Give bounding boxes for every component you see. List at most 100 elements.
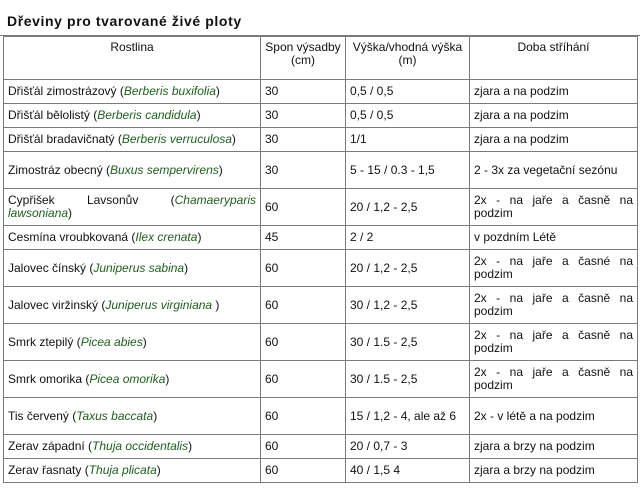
trimming-cell: zjara a na podzim <box>469 103 638 128</box>
height-cell: 20 / 0,7 - 3 <box>345 434 470 459</box>
plant-name-cell: Cypřišek Lavsonův (Chamaeryparis lawsoni… <box>3 188 261 226</box>
name-closing: ) <box>153 408 158 423</box>
height-cell: 30 / 1,2 - 2,5 <box>345 286 470 324</box>
name-closing: ) <box>231 132 236 146</box>
plant-name-cell: Jalovec viržinský (Juniperus virginiana … <box>3 286 261 324</box>
plant-name-cell: Cesmína vroubkovaná (Ilex crenata) <box>3 225 261 250</box>
table-row: Zerav západní (Thuja occidentalis) 60 20 /… <box>3 434 638 459</box>
spacing-cell: 60 <box>260 360 346 398</box>
name-closing: ) <box>68 206 73 220</box>
table-row: Dřišťál zimostrázový (Berberis buxifolia… <box>3 79 638 104</box>
height-cell: 1/1 <box>345 127 470 152</box>
spacing-cell: 30 <box>260 151 346 189</box>
name-closing: ) <box>218 162 223 177</box>
plant-name-cell: Jalovec čínský (Juniperus sabina) <box>3 249 261 287</box>
name-closing: ) <box>184 260 189 275</box>
latin-name: Berberis verruculosa <box>121 132 232 146</box>
plant-name-cell: Dřišťál bradavičnatý (Berberis verruculo… <box>3 127 261 152</box>
common-name: Smrk omorika ( <box>8 371 90 386</box>
trimming-cell: zjara a brzy na podzim <box>469 434 638 459</box>
trimming-cell: 2x - na jaře a časně na podzim <box>469 188 638 226</box>
name-closing: ) <box>196 108 201 122</box>
latin-name: Thuja occidentalis <box>92 439 189 453</box>
plant-name-cell: Dřišťál zimostrázový (Berberis buxifolia… <box>3 79 261 104</box>
spacing-cell: 30 <box>260 103 346 128</box>
name-closing: ) <box>165 371 170 386</box>
plant-name-cell: Smrk omorika (Picea omorika) <box>3 360 261 398</box>
plant-name-cell: Zimostráz obecný (Buxus sempervirens) <box>3 151 261 189</box>
header-plant: Rostlina <box>3 36 261 80</box>
spacing-cell: 60 <box>260 286 346 324</box>
spacing-cell: 60 <box>260 188 346 226</box>
latin-name: Picea abies <box>80 334 143 349</box>
common-name: Jalovec čínský ( <box>8 260 94 275</box>
name-closing: ) <box>197 230 202 244</box>
table-header-row: Rostlina Spon výsadby (cm) Výška/vhodná … <box>3 36 638 80</box>
height-cell: 15 / 1,2 - 4, ale až 6 <box>345 397 470 435</box>
height-cell: 0,5 / 0,5 <box>345 79 470 104</box>
spacing-cell: 60 <box>260 434 346 459</box>
height-cell: 5 - 15 / 0.3 - 1,5 <box>345 151 470 189</box>
trimming-cell: zjara a na podzim <box>469 79 638 104</box>
trimming-cell: v pozdním Létě <box>469 225 638 250</box>
common-name: Tis červený ( <box>8 408 77 423</box>
latin-name: Ilex crenata <box>135 230 198 244</box>
trimming-cell: 2x - na jaře a časně na podzim <box>469 360 638 398</box>
trimming-cell: 2 - 3x za vegetační sezónu <box>469 151 638 189</box>
latin-name: Thuja plicata <box>88 463 157 477</box>
common-name: Dřišťál bradavičnatý ( <box>8 132 122 146</box>
header-height: Výška/vhodná výška (m) <box>345 36 470 80</box>
common-name: Zimostráz obecný ( <box>8 162 111 177</box>
trimming-cell: zjara a na podzim <box>469 127 638 152</box>
trimming-cell: 2x - na jaře a časné na podzim <box>469 249 638 287</box>
table-row: Jalovec čínský (Juniperus sabina) 60 20 / … <box>3 249 638 287</box>
table-row: Dřišťál bělolistý (Berberis candidula) 30… <box>3 103 638 128</box>
height-cell: 0,5 / 0,5 <box>345 103 470 128</box>
name-closing: ) <box>215 84 220 98</box>
latin-name: Picea omorika <box>89 371 166 386</box>
trimming-cell: 2x - v létě a na podzim <box>469 397 638 435</box>
common-name: Dřišťál zimostrázový ( <box>8 84 124 98</box>
latin-name: Juniperus virginiana <box>105 297 213 312</box>
latin-name: Taxus baccata <box>76 408 154 423</box>
table-row: Smrk ztepilý (Picea abies) 60 30 / 1.5 - 2… <box>3 323 638 361</box>
spacing-cell: 60 <box>260 323 346 361</box>
header-spacing: Spon výsadby (cm) <box>260 36 346 80</box>
spacing-cell: 60 <box>260 249 346 287</box>
plant-name-cell: Smrk ztepilý (Picea abies) <box>3 323 261 361</box>
trimming-cell: 2x - na jaře a časně na podzim <box>469 323 638 361</box>
latin-name: Berberis buxifolia <box>123 84 216 98</box>
table-row: Zerav řasnaty (Thuja plicata) 60 40 / 1,5 … <box>3 458 638 483</box>
spacing-cell: 30 <box>260 79 346 104</box>
name-closing: ) <box>212 297 220 312</box>
latin-name: Juniperus sabina <box>93 260 185 275</box>
spacing-cell: 60 <box>260 458 346 483</box>
table-row: Jalovec viržinský (Juniperus virginiana … <box>3 286 638 324</box>
height-cell: 30 / 1.5 - 2,5 <box>345 360 470 398</box>
height-cell: 30 / 1.5 - 2,5 <box>345 323 470 361</box>
table-row: Smrk omorika (Picea omorika) 60 30 / 1.5 -… <box>3 360 638 398</box>
common-name: Cypřišek Lavsonův ( <box>8 193 175 207</box>
trimming-cell: 2x - na jaře a časně na podzim <box>469 286 638 324</box>
height-cell: 20 / 1,2 - 2,5 <box>345 249 470 287</box>
plant-name-cell: Tis červený (Taxus baccata) <box>3 397 261 435</box>
table-row: Zimostráz obecný (Buxus sempervirens) 30 5… <box>3 151 638 189</box>
table-row: Dřišťál bradavičnatý (Berberis verruculo… <box>3 127 638 152</box>
plant-name-cell: Zerav západní (Thuja occidentalis) <box>3 434 261 459</box>
header-trimming: Doba stříhání <box>469 36 638 80</box>
common-name: Zerav západní ( <box>8 439 93 453</box>
common-name: Smrk ztepilý ( <box>8 334 81 349</box>
common-name: Jalovec viržinský ( <box>8 297 106 312</box>
latin-name: Buxus sempervirens <box>110 162 219 177</box>
height-cell: 20 / 1,2 - 2,5 <box>345 188 470 226</box>
name-closing: ) <box>188 439 193 453</box>
table-body: Dřišťál zimostrázový (Berberis buxifolia… <box>3 79 638 483</box>
latin-name: Chamaeryparis lawsoniana <box>8 193 256 220</box>
plant-name-cell: Zerav řasnaty (Thuja plicata) <box>3 458 261 483</box>
table-row: Cypřišek Lavsonův (Chamaeryparis lawsoni… <box>3 188 638 226</box>
name-closing: ) <box>156 463 161 477</box>
common-name: Cesmína vroubkovaná ( <box>8 230 136 244</box>
table-row: Cesmína vroubkovaná (Ilex crenata) 45 2 / … <box>3 225 638 250</box>
spacing-cell: 30 <box>260 127 346 152</box>
height-cell: 2 / 2 <box>345 225 470 250</box>
